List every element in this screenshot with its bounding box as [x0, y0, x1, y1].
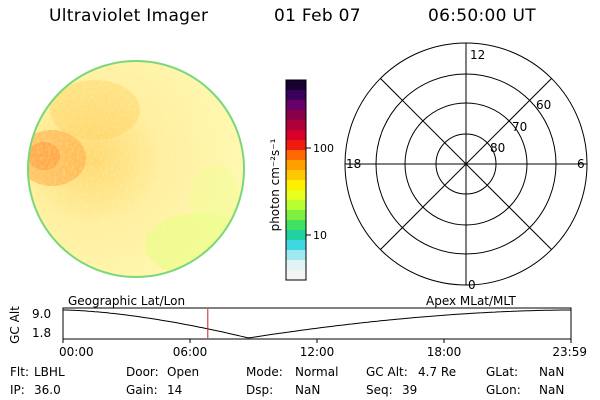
strip-x-tick-label: 23:59	[552, 345, 587, 359]
colorbar-band	[286, 100, 306, 111]
colorbar-label-100: 100	[313, 142, 334, 155]
glon-value: NaN	[539, 383, 565, 397]
colorbar-band	[286, 140, 306, 151]
colorbar-gradient	[286, 80, 306, 281]
date-label: 01 Feb 07	[274, 6, 361, 26]
colorbar-band	[286, 220, 306, 231]
glat-label: GLat:	[486, 365, 519, 379]
strip-frame	[62, 307, 572, 340]
gain-label: Gain:	[126, 383, 158, 397]
geographic-latlon-label: Geographic Lat/Lon	[68, 294, 186, 308]
disk-edge	[27, 60, 245, 278]
flt-label: Flt:	[10, 365, 29, 379]
colorbar-band	[286, 270, 306, 281]
dsp-label: Dsp:	[246, 383, 274, 397]
colorbar-band	[286, 90, 306, 101]
ip-value: 36.0	[34, 383, 61, 397]
seq-label: Seq:	[366, 383, 393, 397]
colorbar-band	[286, 240, 306, 251]
colorbar-band	[286, 120, 306, 131]
colorbar-band	[286, 210, 306, 221]
door-label: Door:	[126, 365, 159, 379]
gcalt-label: GC Alt:	[366, 365, 408, 379]
dsp-value: NaN	[295, 383, 321, 397]
ip-label: IP:	[10, 383, 25, 397]
flt-value: LBHL	[34, 365, 65, 379]
altitude-curve	[63, 309, 571, 339]
colorbar-band	[286, 160, 306, 171]
mlt-label-12: 12	[470, 48, 485, 62]
strip-x-tick-label: 00:00	[59, 345, 94, 359]
mlat-label-80: 80	[490, 141, 505, 155]
instrument-title: Ultraviolet Imager	[49, 6, 209, 26]
mlat-label-60: 60	[536, 98, 551, 112]
strip-x-tick-label: 18:00	[427, 345, 462, 359]
strip-y-tick-low: 1.8	[32, 326, 51, 340]
colorbar-band	[286, 150, 306, 161]
colorbar-band	[286, 260, 306, 271]
door-value: Open	[167, 365, 200, 379]
colorbar-label-10: 10	[313, 229, 327, 242]
colorbar-unit-label: photon cm⁻²s⁻¹	[268, 138, 282, 231]
gain-value: 14	[167, 383, 183, 397]
apex-mlat-mlt-label: Apex MLat/MLT	[426, 294, 516, 308]
mlt-label-18: 18	[346, 157, 361, 171]
glat-value: NaN	[539, 365, 565, 379]
glon-label: GLon:	[486, 383, 521, 397]
colorbar-band	[286, 170, 306, 181]
colorbar-band	[286, 190, 306, 201]
colorbar-band	[286, 180, 306, 191]
strip-y-tick-high: 9.0	[32, 307, 51, 321]
colorbar-band	[286, 80, 306, 91]
colorbar-band	[286, 250, 306, 261]
mlat-label-70: 70	[512, 120, 527, 134]
strip-x-tick-label: 06:00	[173, 345, 208, 359]
gcalt-value: 4.7 Re	[418, 365, 457, 379]
colorbar-band	[286, 130, 306, 141]
strip-y-axis-title: GC Alt	[8, 306, 22, 344]
colorbar-band	[286, 200, 306, 211]
mode-label: Mode:	[246, 365, 283, 379]
colorbar-band	[286, 110, 306, 121]
strip-x-tick-label: 12:00	[300, 345, 335, 359]
polar-diagonal-b	[380, 78, 552, 250]
time-label: 06:50:00 UT	[428, 6, 536, 26]
mlt-label-0: 0	[468, 278, 476, 292]
mode-value: Normal	[295, 365, 339, 379]
seq-value: 39	[402, 383, 418, 397]
mlt-label-6: 6	[577, 157, 585, 171]
colorbar-band	[286, 230, 306, 241]
